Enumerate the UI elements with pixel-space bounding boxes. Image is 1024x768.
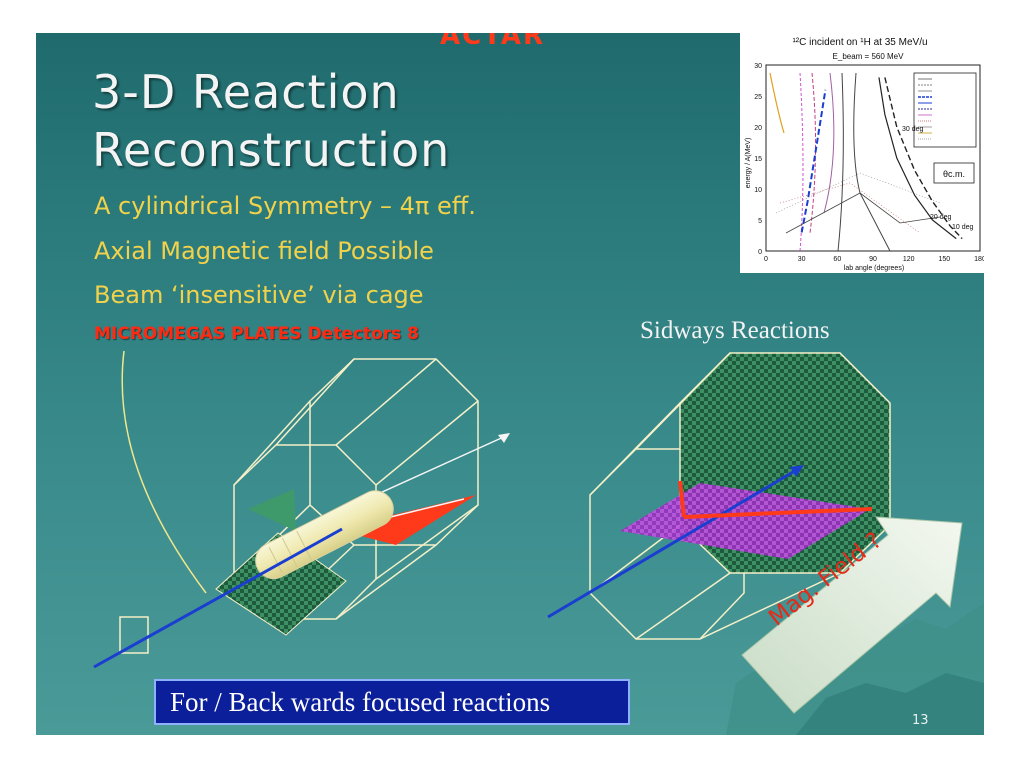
x-tick-label: 150 bbox=[938, 256, 950, 263]
x-tick-label: 90 bbox=[869, 256, 877, 263]
micromegas-callout-line bbox=[121, 350, 207, 594]
page-number: 13 bbox=[912, 713, 929, 728]
annot-20deg: 20 deg bbox=[930, 214, 952, 221]
annot-30deg: 30 deg bbox=[902, 126, 924, 133]
x-tick-label: 60 bbox=[833, 256, 841, 263]
top-title-fragment: ACTAR bbox=[440, 33, 546, 51]
slide-title-line2: Reconstruction bbox=[92, 123, 451, 177]
footer-text: For / Back wards focused reactions bbox=[170, 687, 551, 717]
y-tick-label: 0 bbox=[758, 249, 762, 256]
micromegas-note: MICROMEGAS PLATES Detectors 8 bbox=[94, 324, 419, 344]
y-tick-label: 25 bbox=[754, 94, 762, 101]
plot-xlabel: lab angle (degrees) bbox=[844, 265, 904, 272]
x-ticks: 0 30 60 90 120 150 180 bbox=[764, 256, 984, 263]
y-tick-label: 5 bbox=[758, 218, 762, 225]
annot-10deg: 10 deg bbox=[952, 224, 974, 231]
plot-legend bbox=[913, 72, 977, 148]
slide-title-line1: 3-D Reaction bbox=[92, 65, 400, 119]
plot-series bbox=[800, 77, 963, 240]
plot-title: ¹²C incident on ¹H at 35 MeV/u bbox=[792, 37, 927, 48]
plot-subtitle: E_beam = 560 MeV bbox=[833, 52, 905, 61]
mag-field-arrow bbox=[741, 516, 963, 714]
green-triangle-plate bbox=[248, 489, 296, 531]
detector-illustrations bbox=[93, 350, 984, 735]
x-tick-label: 0 bbox=[764, 256, 768, 263]
beam-line-right bbox=[547, 467, 799, 619]
kinematics-plot-svg: ¹²C incident on ¹H at 35 MeV/u E_beam = … bbox=[745, 37, 984, 272]
x-tick-label: 30 bbox=[798, 256, 806, 263]
x-tick-label: 180 bbox=[974, 256, 984, 263]
series-line-black-dashed bbox=[884, 77, 963, 240]
y-tick-label: 20 bbox=[754, 125, 762, 132]
footer-banner: For / Back wards focused reactions bbox=[154, 679, 630, 725]
slide: ACTAR 3-D Reaction Reconstruction A cyli… bbox=[36, 33, 984, 735]
y-tick-label: 30 bbox=[754, 63, 762, 70]
bullet-cylindrical-symmetry: A cylindrical Symmetry – 4π eff. bbox=[94, 192, 476, 220]
theta-cm-box bbox=[933, 162, 975, 184]
entrance-window bbox=[119, 616, 149, 654]
red-track-2 bbox=[678, 480, 686, 518]
y-ticks: 0 5 10 15 20 25 30 bbox=[754, 63, 762, 256]
x-tick-label: 120 bbox=[903, 256, 915, 263]
series-line-blue-dashed bbox=[800, 89, 827, 233]
sideways-reactions-label: Sidways Reactions bbox=[640, 317, 830, 344]
red-track-1 bbox=[683, 507, 873, 519]
annot-theta-cm: θc.m. bbox=[943, 169, 965, 179]
series-line-black-solid bbox=[878, 77, 957, 240]
kinematics-plot: ¹²C incident on ¹H at 35 MeV/u E_beam = … bbox=[740, 33, 984, 273]
bullet-beam-insensitive: Beam ‘insensitive’ via cage bbox=[94, 281, 424, 309]
plot-ylabel: energy / A(MeV) bbox=[745, 138, 752, 189]
bullet-axial-field: Axial Magnetic field Possible bbox=[94, 237, 434, 265]
y-tick-label: 10 bbox=[754, 187, 762, 194]
y-tick-label: 15 bbox=[754, 156, 762, 163]
beam-line-left bbox=[93, 527, 343, 669]
